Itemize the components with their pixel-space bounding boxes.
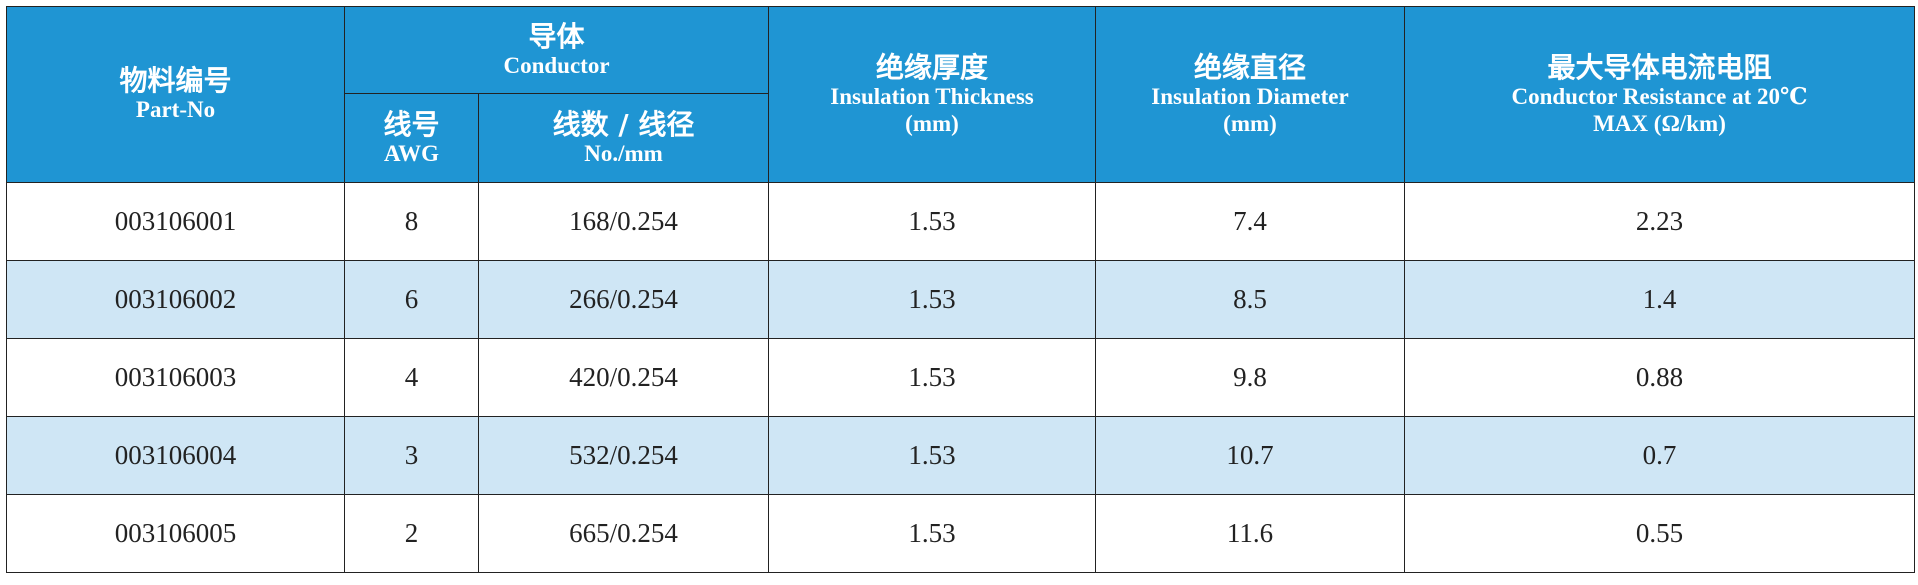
header-en: Insulation Diameter bbox=[1151, 84, 1349, 110]
header-en: Insulation Thickness bbox=[830, 84, 1034, 110]
header-en: AWG bbox=[384, 140, 439, 166]
table-cell: 2 bbox=[344, 494, 479, 573]
header-unit: MAX (Ω/km) bbox=[1593, 110, 1726, 136]
header-en: Part-No bbox=[135, 97, 216, 123]
header-en: Conductor Resistance at 20℃ bbox=[1511, 84, 1808, 110]
table-cell: 9.8 bbox=[1095, 338, 1405, 417]
table-cell: 1.53 bbox=[768, 494, 1096, 573]
header-cell: 物料编号 Part-No bbox=[6, 6, 345, 183]
table-row: 003106002 6 266/0.254 1.53 8.5 1.4 bbox=[6, 260, 1915, 339]
table-cell: 1.4 bbox=[1404, 260, 1915, 339]
table-row: 003106004 3 532/0.254 1.53 10.7 0.7 bbox=[6, 416, 1915, 495]
table-cell: 1.53 bbox=[768, 260, 1096, 339]
table-cell: 003106002 bbox=[6, 260, 345, 339]
table-cell: 420/0.254 bbox=[478, 338, 769, 417]
table-cell: 532/0.254 bbox=[478, 416, 769, 495]
spec-table: 物料编号 Part-No 导体 Conductor 绝缘厚度 Insulation T… bbox=[6, 6, 1915, 573]
header-en: Conductor bbox=[503, 52, 610, 78]
header-cell: 绝缘直径 Insulation Diameter (mm) bbox=[1095, 6, 1405, 183]
table-row: 003106003 4 420/0.254 1.53 9.8 0.88 bbox=[6, 338, 1915, 417]
header-cn: 绝缘厚度 bbox=[875, 50, 988, 84]
table-cell: 6 bbox=[344, 260, 479, 339]
table-cell: 665/0.254 bbox=[478, 494, 769, 573]
header-unit: (mm) bbox=[905, 110, 959, 136]
table-cell: 003106001 bbox=[6, 182, 345, 261]
table-cell: 1.53 bbox=[768, 338, 1096, 417]
table-row: 003106001 8 168/0.254 1.53 7.4 2.23 bbox=[6, 182, 1915, 261]
table-cell: 8 bbox=[344, 182, 479, 261]
header-en: No./mm bbox=[584, 140, 663, 166]
table-cell: 0.88 bbox=[1404, 338, 1915, 417]
header-cn: 线数 / 线径 bbox=[552, 107, 695, 141]
header-cn: 最大导体电流电阻 bbox=[1547, 50, 1772, 84]
table-cell: 003106004 bbox=[6, 416, 345, 495]
table-header: 物料编号 Part-No 导体 Conductor 绝缘厚度 Insulation T… bbox=[6, 6, 1915, 183]
table-cell: 0.55 bbox=[1404, 494, 1915, 573]
header-cell: 线号 AWG bbox=[344, 93, 479, 183]
table-cell: 266/0.254 bbox=[478, 260, 769, 339]
table-cell: 1.53 bbox=[768, 182, 1096, 261]
header-cn: 导体 bbox=[528, 19, 585, 53]
header-cell: 绝缘厚度 Insulation Thickness (mm) bbox=[768, 6, 1096, 183]
table-cell: 11.6 bbox=[1095, 494, 1405, 573]
header-cell: 线数 / 线径 No./mm bbox=[478, 93, 769, 183]
header-unit: (mm) bbox=[1223, 110, 1277, 136]
header-cell: 最大导体电流电阻 Conductor Resistance at 20℃ MAX (… bbox=[1404, 6, 1915, 183]
table-cell: 003106005 bbox=[6, 494, 345, 573]
table-cell: 3 bbox=[344, 416, 479, 495]
table-cell: 168/0.254 bbox=[478, 182, 769, 261]
header-cn: 绝缘直径 bbox=[1193, 50, 1306, 84]
header-cn: 物料编号 bbox=[119, 64, 232, 98]
table-cell: 10.7 bbox=[1095, 416, 1405, 495]
header-cn: 线号 bbox=[383, 107, 440, 141]
table-row: 003106005 2 665/0.254 1.53 11.6 0.55 bbox=[6, 494, 1915, 573]
table-cell: 1.53 bbox=[768, 416, 1096, 495]
table-cell: 8.5 bbox=[1095, 260, 1405, 339]
table-body: 003106001 8 168/0.254 1.53 7.4 2.23 003106002 6… bbox=[6, 182, 1915, 573]
table-cell: 7.4 bbox=[1095, 182, 1405, 261]
table-cell: 4 bbox=[344, 338, 479, 417]
header-cell: 导体 Conductor bbox=[344, 6, 769, 94]
table-cell: 2.23 bbox=[1404, 182, 1915, 261]
table-cell: 0.7 bbox=[1404, 416, 1915, 495]
table-cell: 003106003 bbox=[6, 338, 345, 417]
